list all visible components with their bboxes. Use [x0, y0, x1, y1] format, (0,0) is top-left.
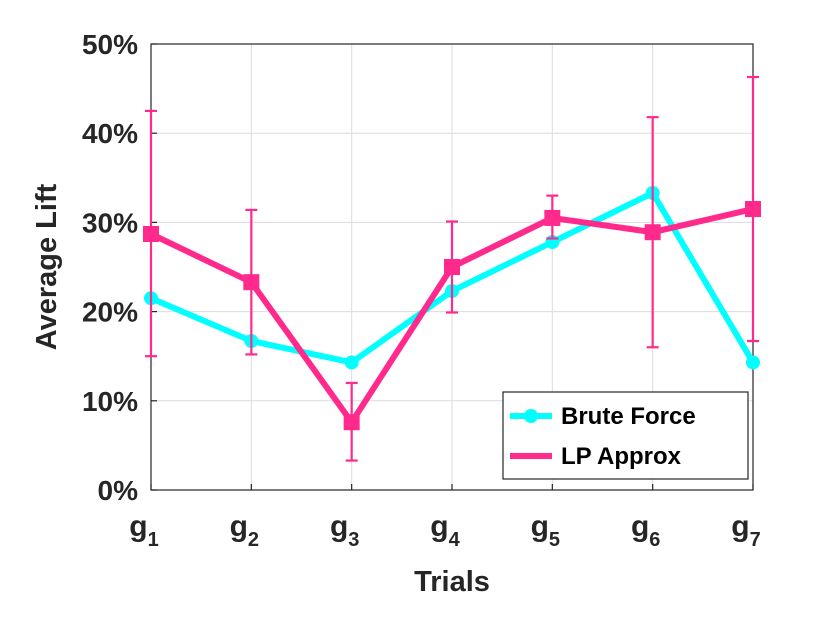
y-tick-label: 30%: [82, 207, 138, 238]
data-point-brute-force: [746, 355, 760, 370]
x-tick-label: g2: [230, 510, 259, 551]
x-tick-label: g3: [330, 510, 359, 551]
legend-marker-brute-force: [524, 409, 538, 423]
x-tick-label: g6: [631, 510, 660, 551]
y-tick-label: 20%: [82, 297, 138, 328]
y-tick-label: 0%: [98, 475, 139, 506]
x-tick-label: g7: [731, 510, 760, 551]
x-axis-ticks: g1 g2 g3 g4 g5 g6 g7: [129, 484, 761, 551]
legend-box: [502, 391, 749, 480]
y-tick-label: 10%: [82, 386, 138, 417]
legend: Brute Force LP Approx: [502, 391, 749, 480]
x-tick-label: g5: [531, 510, 560, 551]
data-point-lp-approx: [343, 414, 360, 431]
y-tick-label: 50%: [82, 29, 138, 60]
series-layer: [143, 75, 761, 462]
x-tick-label: g4: [430, 510, 460, 551]
x-axis-label: Trials: [414, 566, 490, 598]
y-tick-label: 40%: [82, 118, 138, 149]
y-axis-label: Average Lift: [31, 183, 63, 350]
data-point-lp-approx: [544, 209, 561, 226]
data-point-lp-approx: [143, 225, 159, 242]
data-point-lp-approx: [745, 201, 761, 218]
data-point-brute-force: [344, 355, 359, 370]
data-point-lp-approx: [444, 259, 460, 275]
y-axis-ticks: 0% 10% 20% 30% 40% 50%: [82, 29, 157, 506]
x-tick-label: g1: [129, 510, 158, 551]
data-point-lp-approx: [644, 224, 661, 241]
data-point-lp-approx: [243, 274, 260, 291]
legend-label-brute-force: Brute Force: [561, 403, 696, 430]
legend-label-lp-approx: LP Approx: [561, 443, 682, 470]
